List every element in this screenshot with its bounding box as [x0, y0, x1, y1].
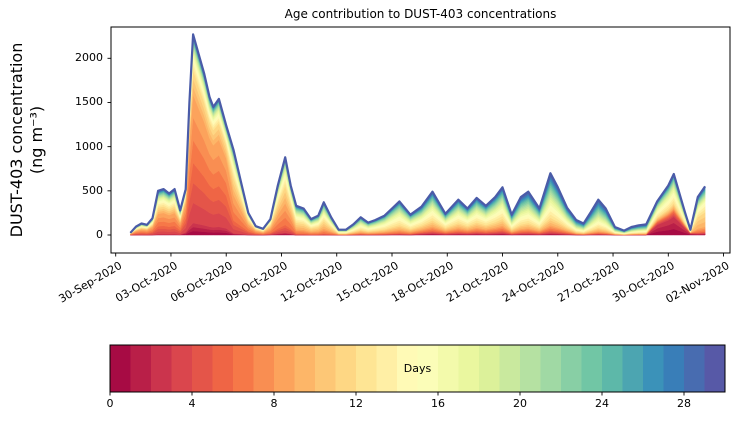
- y-tick-label: 500: [82, 183, 103, 197]
- colorbar-tick-label: 12: [349, 397, 363, 410]
- colorbar-tick-label: 20: [513, 397, 527, 410]
- stack-layers: [129, 33, 707, 236]
- colorbar: [109, 344, 726, 396]
- total-outline: [129, 33, 707, 234]
- colorbar-label: Days: [403, 361, 432, 375]
- y-tick-label: 1000: [75, 139, 103, 153]
- colorbar-tick-label: 28: [677, 397, 691, 410]
- colorbar-tick-label: 4: [188, 397, 196, 410]
- colorbar-tick-label: 0: [106, 397, 114, 410]
- colorbar-tick-label: 8: [270, 397, 278, 410]
- y-tick-label: 1500: [75, 95, 103, 109]
- chart-title: Age contribution to DUST-403 concentrati…: [284, 7, 557, 21]
- y-tick-label: 0: [96, 228, 103, 241]
- colorbar-tick-label: 16: [431, 397, 445, 410]
- y-tick-label: 2000: [75, 51, 103, 65]
- colorbar-tick-label: 24: [595, 397, 609, 410]
- axes-frame: [107, 26, 731, 257]
